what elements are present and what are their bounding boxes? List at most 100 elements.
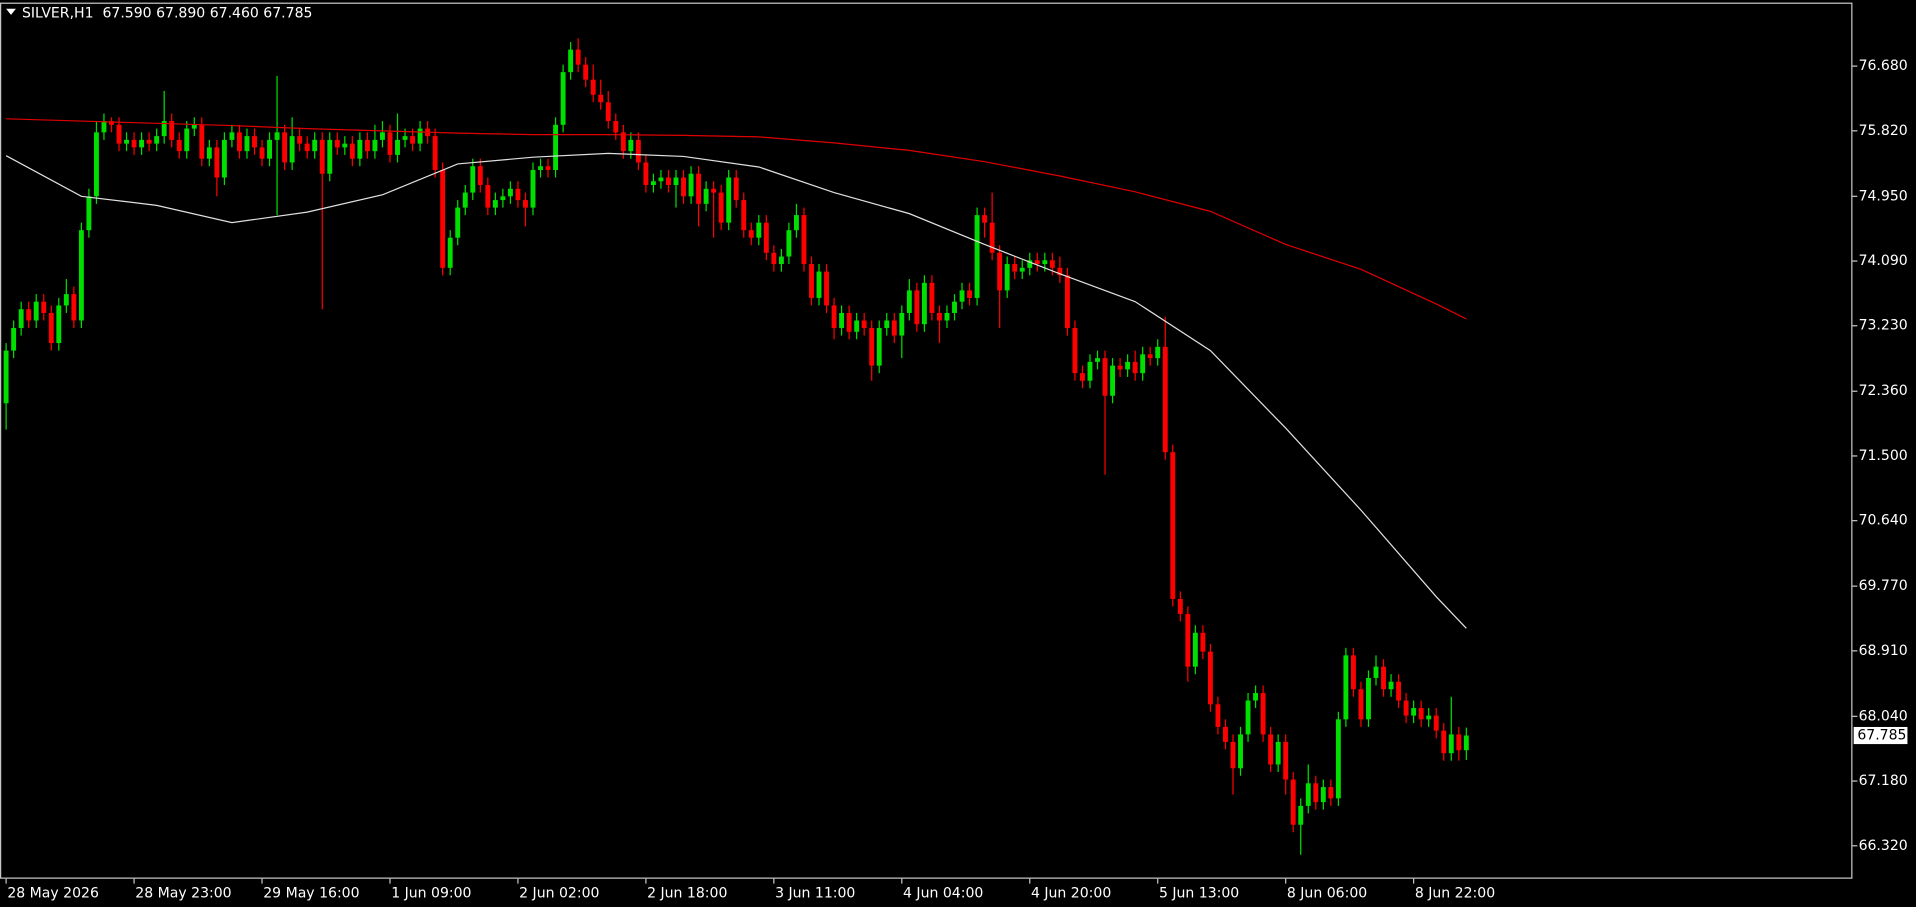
candle-body [109,121,114,125]
candle-body [327,139,333,174]
candle-body [1275,741,1281,765]
candle-body [1095,358,1100,362]
candle-body [1335,719,1341,799]
candle-body [470,166,476,193]
candle-body [1117,365,1123,370]
candle-body [477,166,483,186]
candle-body [1215,704,1221,727]
candle-body [959,290,965,302]
candle-body [515,188,521,201]
candle-body [635,139,641,163]
candle-body [1388,681,1394,690]
candle-body [937,312,942,321]
candle-body [432,136,438,170]
candle-body [643,162,649,186]
x-tick-label: 29 May 16:00 [263,885,359,901]
candle-body [1305,783,1311,806]
candle-body [1057,267,1063,276]
candle-body [553,124,559,170]
candle-body [297,136,303,144]
candle-body [1381,666,1386,690]
candle-body [1358,689,1364,720]
candle-body [590,79,596,95]
candle-body [1411,708,1417,716]
y-tick-label: 69.770 [1859,578,1908,594]
x-tick-label: 28 May 23:00 [135,885,231,901]
candle-body [252,136,257,148]
candle-body [357,139,363,159]
candle-body [304,143,310,152]
candle-body [846,312,852,332]
candle-body [1087,361,1093,381]
candle-body [793,215,799,231]
candle-body [733,177,739,201]
candle-body [1283,741,1289,780]
candle-body [824,271,829,306]
candle-body [756,222,762,238]
candle-body [741,200,747,231]
candle-body [538,166,543,170]
candle-body [380,132,385,140]
candle-body [116,124,122,144]
candle-body [1200,632,1206,652]
candle-body [507,188,513,197]
candle-body [1147,354,1153,359]
candle-body [282,132,288,163]
candle-body [658,177,664,182]
candle-body [417,128,423,144]
candle-body [1170,452,1176,599]
candle-body [1253,693,1259,701]
candle-body [161,121,167,137]
candle-body [786,230,792,257]
candle-body [146,139,152,144]
candle-body [854,320,860,332]
candle-body [63,294,69,306]
candle-body [605,102,611,122]
y-tick-label: 67.180 [1859,773,1908,789]
candle-body [1403,700,1409,716]
candle-body [763,222,769,253]
candle-body [1102,358,1108,396]
candle-body [124,139,129,144]
candle-body [1192,632,1198,667]
candle-body [1448,734,1454,754]
candle-body [199,124,205,159]
candle-body [771,252,777,265]
candle-body [440,169,446,268]
candle-body [1027,260,1033,268]
y-tick-label: 74.090 [1859,253,1908,269]
menu-arrow[interactable] [6,8,16,15]
x-tick-label: 4 Jun 04:00 [903,885,983,901]
candle-body [620,132,626,152]
candle-body [229,132,235,140]
candle-body [86,196,92,231]
candle-body [221,139,227,178]
candle-body [364,139,370,152]
candle-body [1350,655,1356,690]
candle-body [1019,267,1025,272]
candle-body [387,132,393,155]
candle-body [696,173,702,204]
candle-body [861,320,867,329]
candle-body [101,121,107,133]
candle-body [1049,260,1055,268]
candle-body [1456,734,1462,751]
last-price-label: 67.785 [1857,728,1906,744]
candle-body [989,222,995,253]
x-tick-label: 5 Jun 13:00 [1159,885,1239,901]
candle-body [1004,264,1010,291]
candle-body [492,200,498,208]
x-tick-label: 1 Jun 09:00 [391,885,471,901]
candle-body [274,132,280,140]
candle-body [1034,260,1040,265]
candle-body [575,49,581,65]
candle-body [169,121,175,140]
candle-body [206,147,212,159]
y-tick-label: 71.500 [1859,448,1908,464]
candle-body [982,215,988,223]
candle-body [1162,346,1168,453]
candle-body [876,328,882,366]
candle-body [914,290,920,325]
candle-body [560,72,566,125]
y-tick-label: 74.950 [1859,188,1908,204]
